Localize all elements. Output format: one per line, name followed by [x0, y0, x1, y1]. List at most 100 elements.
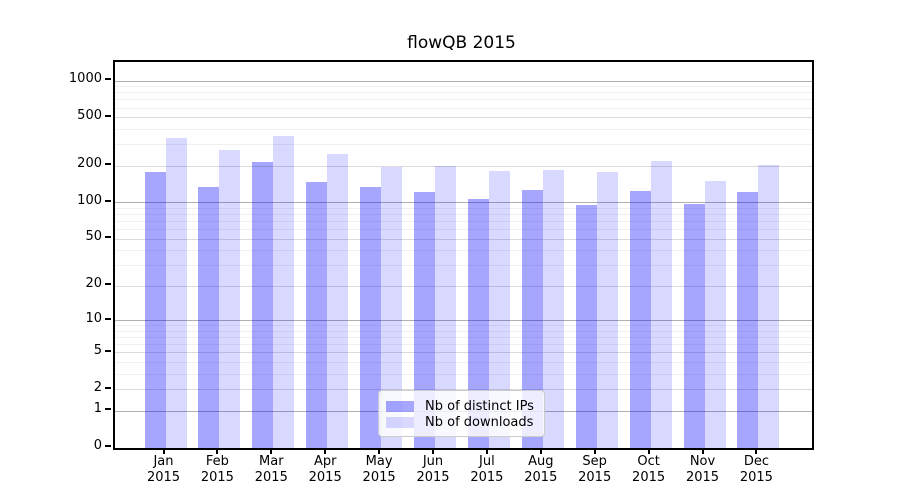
x-tick-label-nov: Nov 2015: [685, 454, 720, 485]
bar-ips-jun: [414, 191, 435, 448]
legend-label-distinct-ips: Nb of distinct IPs: [425, 398, 534, 414]
gridline-80: [115, 214, 812, 216]
x-tick-feb: [216, 448, 219, 454]
bar-ips-feb: [198, 187, 220, 448]
bar-ips-nov: [683, 203, 705, 448]
x-tick-apr: [324, 448, 327, 454]
gridline-500: [115, 117, 812, 119]
gridline-3: [115, 373, 812, 375]
y-tick-1000: [105, 77, 111, 80]
bar-downloads-oct: [650, 161, 672, 448]
gridline-400: [115, 129, 812, 131]
gridline-900: [115, 86, 812, 88]
gridline-700: [115, 99, 812, 101]
bar-ips-oct: [629, 190, 651, 448]
legend-item-downloads: Nb of downloads: [386, 414, 535, 430]
x-tick-label-may: May 2015: [362, 454, 396, 485]
x-tick-label-oct: Oct 2015: [632, 454, 666, 485]
bar-ips-jul: [467, 198, 489, 448]
x-tick-label-sep: Sep 2015: [578, 454, 612, 485]
bar-downloads-jul: [488, 170, 510, 448]
y-tick-50: [105, 236, 111, 239]
gridline-100: [115, 202, 812, 204]
gridline-1000: [115, 80, 812, 82]
y-tick-label-2: 2: [93, 379, 102, 395]
x-tick-nov: [701, 448, 704, 454]
bar-downloads-nov: [704, 180, 726, 448]
legend-label-downloads: Nb of downloads: [425, 414, 534, 430]
x-tick-label-feb: Feb 2015: [200, 454, 234, 485]
legend-swatch-distinct-ips: [386, 400, 414, 412]
gridline-50: [115, 238, 812, 240]
y-tick-label-200: 200: [77, 156, 102, 172]
bar-ips-mar: [252, 162, 274, 448]
gridline-200: [115, 165, 812, 167]
legend-swatch-downloads: [386, 416, 414, 428]
gridline-60: [115, 229, 812, 231]
legend: Nb of distinct IPs Nb of downloads: [378, 390, 545, 437]
x-tick-label-dec: Dec 2015: [739, 454, 773, 485]
legend-item-distinct-ips: Nb of distinct IPs: [386, 398, 535, 414]
y-tick-label-5: 5: [93, 342, 102, 358]
y-tick-100: [105, 199, 111, 202]
gridline-20: [115, 285, 812, 287]
x-tick-label-jun: Jun 2015: [416, 454, 450, 485]
y-tick-label-100: 100: [77, 192, 102, 208]
bar-downloads-may: [381, 166, 403, 448]
x-tick-dec: [755, 448, 758, 454]
y-tick-500: [105, 114, 111, 117]
x-tick-label-jul: Jul 2015: [470, 454, 504, 485]
gridline-600: [115, 107, 812, 109]
gridline-8: [115, 330, 812, 332]
gridline-90: [115, 207, 812, 209]
gridline-2: [115, 389, 812, 391]
gridline-10: [115, 320, 812, 322]
bar-downloads-dec: [758, 165, 780, 448]
gridline-9: [115, 325, 812, 327]
x-tick-oct: [647, 448, 650, 454]
y-tick-1: [105, 408, 111, 411]
x-tick-aug: [539, 448, 542, 454]
x-tick-label-jan: Jan 2015: [146, 454, 181, 485]
bar-downloads-sep: [596, 172, 618, 448]
bar-ips-jan: [144, 172, 166, 448]
gridline-7: [115, 337, 812, 339]
y-tick-label-1000: 1000: [68, 70, 102, 86]
bar-ips-sep: [575, 204, 597, 448]
bar-downloads-feb: [219, 149, 241, 448]
gridline-6: [115, 344, 812, 346]
bar-downloads-jan: [165, 137, 187, 448]
y-tick-label-20: 20: [85, 276, 102, 292]
bar-downloads-mar: [273, 136, 295, 448]
bar-ips-dec: [737, 192, 759, 448]
y-tick-label-50: 50: [85, 229, 102, 245]
bar-ips-aug: [521, 189, 543, 448]
x-tick-jul: [485, 448, 488, 454]
x-tick-mar: [270, 448, 273, 454]
bar-ips-may: [360, 187, 382, 448]
gridline-70: [115, 221, 812, 223]
x-tick-sep: [593, 448, 596, 454]
gridline-30: [115, 265, 812, 267]
y-tick-label-500: 500: [77, 107, 102, 123]
y-tick-label-1: 1: [93, 401, 102, 417]
gridline-300: [115, 144, 812, 146]
x-tick-jan: [162, 448, 165, 454]
x-tick-label-aug: Aug 2015: [524, 454, 558, 485]
gridline-40: [115, 250, 812, 252]
y-tick-5: [105, 349, 111, 352]
x-tick-label-mar: Mar 2015: [254, 454, 288, 485]
y-tick-2: [105, 386, 111, 389]
bar-ips-apr: [306, 182, 328, 448]
bar-downloads-aug: [542, 170, 564, 448]
chart-title: flowQB 2015: [407, 33, 516, 53]
gridline-5: [115, 352, 812, 354]
y-tick-label-10: 10: [85, 310, 102, 326]
gridline-800: [115, 92, 812, 94]
bar-downloads-apr: [327, 154, 349, 448]
x-tick-jun: [432, 448, 434, 454]
y-tick-label-0: 0: [93, 438, 102, 453]
x-tick-label-apr: Apr 2015: [308, 454, 342, 485]
y-tick-20: [105, 283, 111, 286]
